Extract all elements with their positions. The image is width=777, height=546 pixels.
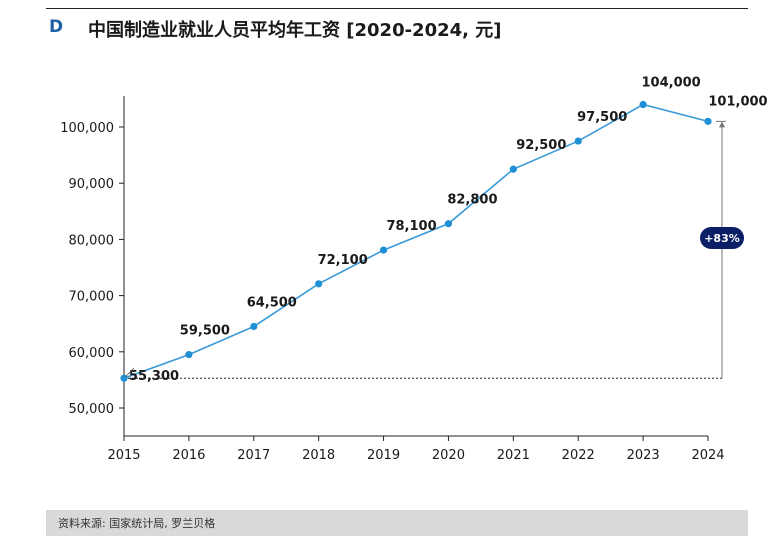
y-tick-label: 80,000 — [69, 233, 115, 248]
x-tick-label: 2019 — [367, 448, 400, 463]
data-label: 72,100 — [318, 253, 368, 268]
data-label: 59,500 — [180, 324, 230, 339]
x-tick-label: 2018 — [302, 448, 335, 463]
data-label: 104,000 — [642, 76, 701, 91]
x-tick-label: 2020 — [432, 448, 465, 463]
data-label: 64,500 — [247, 296, 297, 311]
source-footer: 资料来源: 国家统计局, 罗兰贝格 — [46, 510, 748, 536]
series-line — [123, 103, 709, 379]
y-tick-label: 70,000 — [69, 290, 115, 305]
data-point — [315, 280, 323, 288]
x-tick-label: 2017 — [237, 448, 270, 463]
data-label: 97,500 — [577, 110, 627, 125]
x-tick-label: 2016 — [172, 448, 205, 463]
chart-title: 中国制造业就业人员平均年工资 [2020-2024, 元] — [88, 20, 502, 41]
growth-arrow-head — [719, 121, 725, 128]
panel-letter: D — [49, 17, 64, 37]
data-point — [509, 165, 517, 173]
growth-badge-label: +83% — [704, 232, 740, 245]
y-tick-label: 60,000 — [69, 346, 115, 361]
data-label: 82,800 — [447, 193, 497, 208]
x-tick-label: 2015 — [107, 448, 140, 463]
x-tick-label: 2023 — [627, 448, 660, 463]
data-point — [444, 220, 453, 228]
data-point — [250, 322, 258, 331]
data-label: 101,000 — [708, 94, 767, 109]
y-tick-label: 50,000 — [69, 402, 115, 417]
source-text: 资料来源: 国家统计局, 罗兰贝格 — [58, 517, 216, 530]
x-tick-label: 2021 — [497, 448, 530, 463]
data-label: 92,500 — [516, 138, 566, 153]
label-leader-line — [124, 367, 135, 378]
y-tick-label: 90,000 — [69, 177, 115, 192]
data-point — [379, 246, 388, 254]
data-point — [574, 137, 582, 145]
x-tick-label: 2022 — [562, 448, 595, 463]
data-point — [704, 117, 712, 125]
data-label: 55,300 — [129, 369, 179, 384]
top-rule — [46, 8, 748, 9]
data-point — [185, 351, 193, 359]
data-label: 78,100 — [386, 219, 436, 234]
data-point — [639, 100, 647, 109]
line-chart: 50,000 60,000 70,000 80,000 90,000 100,000 201… — [60, 76, 767, 463]
y-tick-label: 100,000 — [60, 121, 114, 136]
x-tick-label: 2024 — [691, 448, 724, 463]
growth-badge — [700, 227, 744, 249]
